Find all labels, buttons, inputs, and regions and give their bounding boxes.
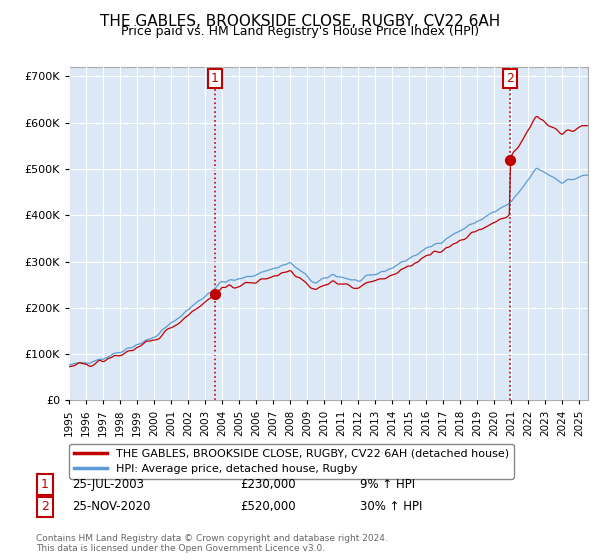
Text: 1: 1 [211, 72, 219, 85]
Text: £230,000: £230,000 [240, 478, 296, 491]
Text: 25-NOV-2020: 25-NOV-2020 [72, 500, 151, 514]
Text: £520,000: £520,000 [240, 500, 296, 514]
Text: 2: 2 [41, 500, 49, 514]
Text: 2: 2 [506, 72, 514, 85]
Legend: THE GABLES, BROOKSIDE CLOSE, RUGBY, CV22 6AH (detached house), HPI: Average pric: THE GABLES, BROOKSIDE CLOSE, RUGBY, CV22… [70, 444, 514, 479]
Text: Price paid vs. HM Land Registry's House Price Index (HPI): Price paid vs. HM Land Registry's House … [121, 25, 479, 38]
Text: 9% ↑ HPI: 9% ↑ HPI [360, 478, 415, 491]
Text: THE GABLES, BROOKSIDE CLOSE, RUGBY, CV22 6AH: THE GABLES, BROOKSIDE CLOSE, RUGBY, CV22… [100, 14, 500, 29]
Text: 30% ↑ HPI: 30% ↑ HPI [360, 500, 422, 514]
Point [210, 290, 220, 298]
Point [505, 155, 515, 164]
Text: 25-JUL-2003: 25-JUL-2003 [72, 478, 144, 491]
Text: Contains HM Land Registry data © Crown copyright and database right 2024.
This d: Contains HM Land Registry data © Crown c… [36, 534, 388, 553]
Text: 1: 1 [41, 478, 49, 491]
